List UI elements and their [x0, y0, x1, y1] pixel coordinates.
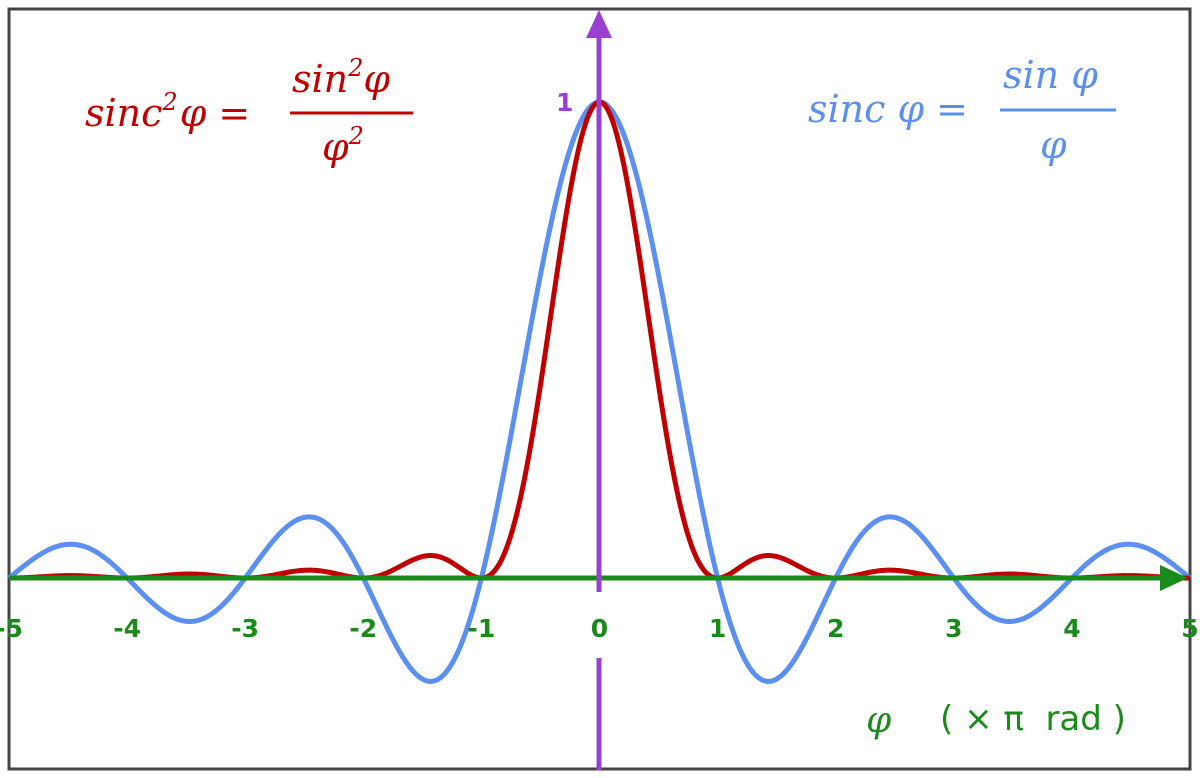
formula-lhs: sinc	[85, 91, 162, 135]
x-axis-label-symbol: φ	[866, 700, 892, 741]
x-tick-label: -1	[468, 614, 496, 643]
x-axis-arrowhead	[1160, 565, 1188, 591]
x-tick-label: 2	[827, 614, 844, 643]
svg-text:φ2: φ2	[322, 122, 364, 169]
legend-sinc-squared: sinc2φ = sin2φ φ2	[85, 54, 413, 169]
x-tick-label: 5	[1181, 614, 1198, 643]
y-axis-arrowhead	[586, 10, 612, 38]
x-tick-label: 0	[591, 614, 608, 643]
x-tick-label: 1	[709, 614, 726, 643]
x-tick-label: -2	[349, 614, 377, 643]
x-tick-label: -4	[113, 614, 141, 643]
x-tick-label: 3	[945, 614, 962, 643]
svg-text:sin2φ: sin2φ	[292, 54, 390, 101]
svg-text:sin φ: sin φ	[1003, 53, 1098, 97]
svg-text:φ: φ	[1040, 123, 1067, 167]
svg-text:sinc2φ =: sinc2φ =	[85, 88, 250, 135]
y-tick-1: 1	[556, 88, 573, 117]
x-axis-label-unit: ( × π rad )	[940, 699, 1126, 739]
x-tick-labels: -5 -4 -3 -2 -1 0 1 2 3 4 5	[0, 614, 1199, 643]
svg-text:sinc φ =: sinc φ =	[808, 87, 968, 131]
legend-sinc: sinc φ = sin φ φ	[808, 53, 1116, 167]
x-tick-label: 4	[1063, 614, 1080, 643]
x-tick-label: -5	[0, 614, 23, 643]
x-tick-label: -3	[231, 614, 259, 643]
